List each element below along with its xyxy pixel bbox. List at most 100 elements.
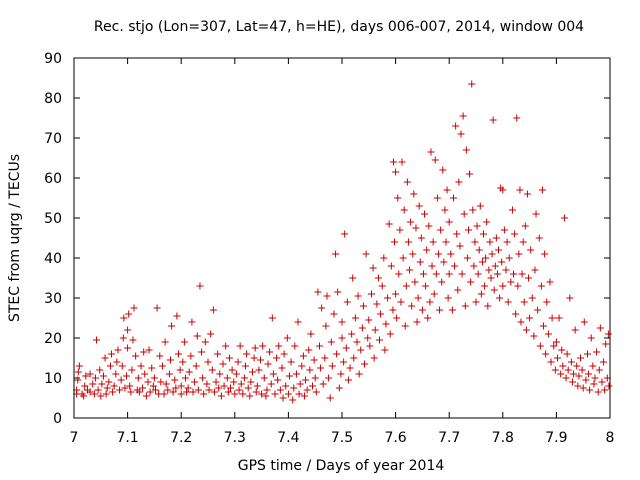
- data-point: [243, 350, 251, 358]
- data-point: [203, 380, 211, 388]
- data-point: [209, 306, 217, 314]
- data-point: [455, 178, 463, 186]
- x-tick-label: 7.1: [116, 430, 138, 446]
- data-point: [98, 380, 106, 388]
- data-point: [552, 338, 560, 346]
- data-point: [411, 278, 419, 286]
- data-point: [386, 330, 394, 338]
- data-point: [573, 362, 581, 370]
- data-point: [236, 342, 244, 350]
- data-point: [237, 380, 245, 388]
- data-point: [214, 350, 222, 358]
- data-point: [86, 388, 94, 396]
- data-point: [530, 332, 538, 340]
- data-point: [507, 278, 515, 286]
- data-point: [267, 380, 275, 388]
- data-point: [102, 390, 110, 398]
- data-point: [583, 350, 591, 358]
- data-point: [393, 314, 401, 322]
- data-point: [333, 350, 341, 358]
- data-point: [235, 386, 243, 394]
- data-point: [110, 382, 118, 390]
- data-point: [525, 274, 533, 282]
- data-point: [444, 294, 452, 302]
- data-point: [200, 390, 208, 398]
- data-point: [578, 366, 586, 374]
- data-point: [419, 270, 427, 278]
- data-point: [108, 350, 116, 358]
- data-point: [417, 234, 425, 242]
- data-point: [447, 250, 455, 258]
- data-point: [150, 374, 158, 382]
- data-point: [269, 370, 277, 378]
- data-point: [93, 336, 101, 344]
- data-point: [421, 210, 429, 218]
- data-point: [149, 382, 157, 390]
- x-tick-label: 7.8: [492, 430, 514, 446]
- data-point: [543, 298, 551, 306]
- data-point: [321, 354, 329, 362]
- data-point: [106, 362, 114, 370]
- axis-ticks: 7 7.1 7.2 7.3 7.4 7.5 7.6 7.7 7.8 7.9 801020304050…: [44, 51, 614, 446]
- data-point: [527, 246, 535, 254]
- x-tick-label: 7: [70, 430, 79, 446]
- data-point: [162, 380, 170, 388]
- data-point: [498, 258, 506, 266]
- data-point: [137, 362, 145, 370]
- data-point: [251, 344, 259, 352]
- data-point: [566, 294, 574, 302]
- data-point: [191, 378, 199, 386]
- data-point: [144, 378, 152, 386]
- data-point: [521, 222, 529, 230]
- data-point: [130, 304, 138, 312]
- data-point: [171, 376, 179, 384]
- data-point: [271, 390, 279, 398]
- data-point: [358, 324, 366, 332]
- data-point: [290, 384, 298, 392]
- data-point: [127, 388, 135, 396]
- data-point: [434, 250, 442, 258]
- data-point: [355, 370, 363, 378]
- data-point: [139, 384, 147, 392]
- data-point: [398, 158, 406, 166]
- data-point: [299, 352, 307, 360]
- data-point: [278, 364, 286, 372]
- data-point: [380, 254, 388, 262]
- data-point: [252, 388, 260, 396]
- data-point: [546, 278, 554, 286]
- data-point: [310, 356, 318, 364]
- data-point: [350, 354, 358, 362]
- data-point: [564, 366, 572, 374]
- data-point: [466, 170, 474, 178]
- data-point: [118, 362, 126, 370]
- data-point: [205, 386, 213, 394]
- data-point: [384, 294, 392, 302]
- data-point: [511, 230, 519, 238]
- plot-frame: [73, 57, 611, 419]
- data-point: [547, 358, 555, 366]
- data-point: [292, 370, 300, 378]
- data-point: [485, 266, 493, 274]
- data-point: [394, 194, 402, 202]
- data-point: [514, 282, 522, 290]
- data-point: [177, 390, 185, 398]
- data-point: [522, 326, 530, 334]
- data-point: [587, 334, 595, 342]
- data-point: [442, 238, 450, 246]
- data-point: [215, 384, 223, 392]
- data-point: [559, 362, 567, 370]
- data-point: [367, 290, 375, 298]
- data-point: [392, 168, 400, 176]
- data-point: [401, 322, 409, 330]
- data-point: [505, 254, 513, 262]
- data-point: [230, 378, 238, 386]
- data-point: [590, 380, 598, 388]
- data-point: [423, 246, 431, 254]
- data-point: [441, 206, 449, 214]
- y-tick-label: 60: [44, 171, 62, 187]
- data-point: [291, 342, 299, 350]
- data-point: [373, 300, 381, 308]
- data-point: [90, 390, 98, 398]
- data-point: [571, 326, 579, 334]
